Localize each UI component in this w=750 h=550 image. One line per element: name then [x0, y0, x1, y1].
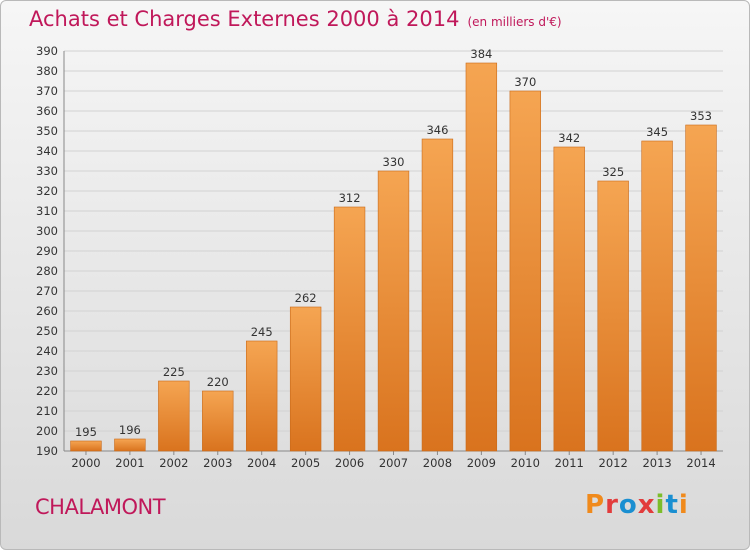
x-tick-label: 2002 — [159, 456, 188, 470]
y-tick-label: 190 — [36, 444, 58, 458]
bar-value-label: 384 — [470, 47, 492, 61]
y-tick-label: 280 — [36, 264, 58, 278]
chart-title: Achats et Charges Externes 2000 à 2014 (e… — [29, 7, 562, 31]
logo-letter: t — [665, 490, 679, 520]
bar-value-label: 346 — [426, 123, 448, 137]
x-tick-label: 2006 — [335, 456, 364, 470]
y-tick-label: 350 — [36, 124, 58, 138]
y-tick-label: 390 — [36, 44, 58, 58]
bars — [70, 62, 717, 452]
place-name: CHALAMONT — [35, 495, 166, 519]
y-tick-label: 320 — [36, 184, 58, 198]
y-tick-label: 220 — [36, 384, 58, 398]
y-tick-label: 300 — [36, 224, 58, 238]
y-tick-label: 210 — [36, 404, 58, 418]
bar — [202, 390, 234, 452]
x-tick-label: 2013 — [642, 456, 671, 470]
bar — [246, 340, 278, 452]
bar — [377, 170, 410, 452]
x-tick-label: 2000 — [71, 456, 100, 470]
bar-value-label: 353 — [690, 109, 712, 123]
logo-letter: i — [678, 490, 689, 520]
x-tick-label: 2007 — [379, 456, 408, 470]
y-tick-label: 340 — [36, 144, 58, 158]
y-tick-label: 260 — [36, 304, 58, 318]
y-tick-label: 310 — [36, 204, 58, 218]
bar-value-label: 220 — [207, 375, 229, 389]
x-tick-label: 2004 — [247, 456, 276, 470]
bar-value-label: 312 — [339, 191, 361, 205]
bar — [465, 62, 498, 452]
chart-title-text: Achats et Charges Externes 2000 à 2014 — [29, 7, 460, 31]
bar — [70, 440, 102, 452]
bar — [597, 180, 629, 452]
bar — [553, 146, 585, 452]
y-tick-label: 360 — [36, 104, 58, 118]
y-tick-label: 270 — [36, 284, 58, 298]
bar-value-label: 325 — [602, 165, 624, 179]
x-tick-label: 2014 — [686, 456, 715, 470]
bar-value-label: 225 — [163, 365, 185, 379]
bar-value-label: 196 — [119, 423, 141, 437]
chart-unit: (en milliers d'€) — [467, 15, 562, 29]
x-tick-label: 2009 — [467, 456, 496, 470]
bar — [333, 206, 366, 452]
logo-letter: o — [618, 490, 638, 520]
y-tick-label: 230 — [36, 364, 58, 378]
x-tick-label: 2001 — [115, 456, 144, 470]
bar-value-label: 330 — [383, 155, 405, 169]
x-tick-label: 2010 — [511, 456, 540, 470]
x-tick-label: 2005 — [291, 456, 320, 470]
bar — [421, 138, 454, 452]
y-tick-label: 330 — [36, 164, 58, 178]
y-tick-label: 250 — [36, 324, 58, 338]
bar — [289, 306, 322, 452]
bar — [114, 438, 146, 452]
axes: 190 200 210 220 230 240 250 260 270 280 290 300 310 3… — [36, 44, 723, 470]
bar-value-label: 195 — [75, 425, 97, 439]
data-labels: 195 196 225 220 245 262 312 330 346 384 370 342 325 3… — [75, 47, 712, 439]
y-tick-label: 380 — [36, 64, 58, 78]
bar — [641, 140, 673, 452]
y-tick-label: 240 — [36, 344, 58, 358]
x-tick-label: 2008 — [423, 456, 452, 470]
logo-letter: P — [585, 490, 606, 520]
bar-value-label: 342 — [558, 131, 580, 145]
bar — [685, 124, 717, 452]
logo-letter: x — [637, 490, 656, 520]
logo-letter: r — [605, 490, 619, 520]
y-tick-label: 370 — [36, 84, 58, 98]
bar-value-label: 245 — [251, 325, 273, 339]
bar — [158, 380, 190, 452]
logo-letter: i — [655, 490, 666, 520]
x-tick-label: 2003 — [203, 456, 232, 470]
y-tick-label: 290 — [36, 244, 58, 258]
bar-value-label: 345 — [646, 125, 668, 139]
y-tick-label: 200 — [36, 424, 58, 438]
bar-value-label: 370 — [514, 75, 536, 89]
bar-value-label: 262 — [295, 291, 317, 305]
bar — [509, 90, 541, 452]
proxiti-logo[interactable]: Proxiti — [585, 490, 689, 520]
x-tick-label: 2012 — [599, 456, 628, 470]
x-tick-label: 2011 — [555, 456, 584, 470]
